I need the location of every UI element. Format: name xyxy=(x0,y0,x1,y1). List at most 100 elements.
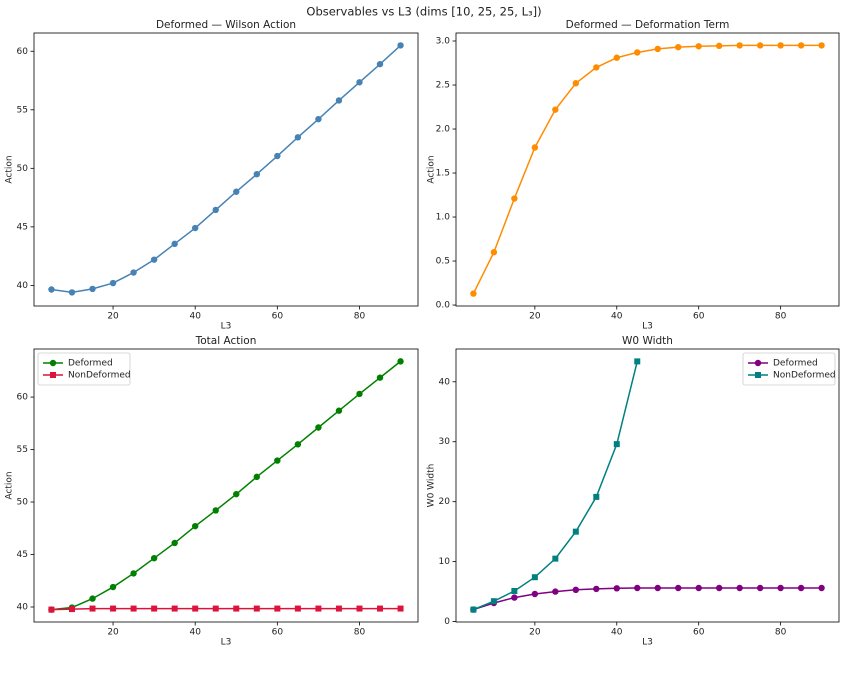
y-tick-label: 40 xyxy=(439,377,451,387)
marker xyxy=(377,605,384,612)
y-tick-label: 55 xyxy=(17,105,28,115)
marker xyxy=(294,441,302,448)
marker xyxy=(315,424,322,431)
marker xyxy=(470,290,477,297)
legend-marker xyxy=(49,359,57,367)
marker xyxy=(490,249,498,256)
series-line xyxy=(51,44,402,294)
legend-label: NonDeformed xyxy=(773,371,836,381)
marker xyxy=(552,555,559,562)
marker xyxy=(552,588,559,595)
y-tick-label: 40 xyxy=(17,281,29,291)
marker xyxy=(695,584,702,592)
plot-frame xyxy=(455,32,840,307)
marker xyxy=(675,584,682,592)
marker xyxy=(376,374,384,381)
marker xyxy=(736,42,743,49)
marker xyxy=(756,584,764,592)
marker xyxy=(130,605,137,612)
marker xyxy=(531,590,539,598)
legend-label: Deformed xyxy=(773,359,818,369)
y-tick-label: 1.0 xyxy=(436,213,451,223)
x-tick-label: 60 xyxy=(272,312,284,322)
marker xyxy=(89,285,96,293)
marker xyxy=(777,42,784,49)
marker xyxy=(511,588,518,595)
marker xyxy=(654,584,661,592)
marker xyxy=(777,584,784,592)
marker xyxy=(110,605,117,612)
y-tick-label: 40 xyxy=(17,602,29,612)
x-tick-label: 20 xyxy=(107,628,119,638)
marker xyxy=(89,605,96,612)
y-tick-label: 20 xyxy=(439,497,451,507)
marker xyxy=(89,595,96,602)
marker xyxy=(511,594,518,601)
marker xyxy=(634,584,641,592)
marker xyxy=(593,493,600,500)
marker xyxy=(593,585,600,593)
x-tick-label: 60 xyxy=(272,628,284,638)
subplot: Total Action L3 Action 20 40 60 80 40 45 50 55 60 De… xyxy=(5,335,419,648)
marker xyxy=(294,134,302,141)
figure-title: Observables vs L3 (dims [10, 25, 25, L₃]… xyxy=(306,5,541,19)
y-tick-label: 0 xyxy=(444,617,450,627)
marker xyxy=(572,80,580,87)
series-line xyxy=(472,44,822,294)
x-axis-label: L3 xyxy=(221,638,232,648)
legend-marker xyxy=(754,359,762,367)
marker xyxy=(315,605,322,612)
marker xyxy=(274,605,281,612)
marker xyxy=(171,240,178,248)
x-tick-label: 40 xyxy=(611,312,623,322)
marker xyxy=(593,64,600,71)
plot-frame xyxy=(33,348,419,623)
y-axis-label: Action xyxy=(5,155,15,183)
marker xyxy=(675,43,682,51)
marker xyxy=(397,358,404,365)
x-tick-label: 80 xyxy=(775,312,787,322)
marker xyxy=(634,358,641,365)
x-tick-label: 40 xyxy=(611,628,623,638)
marker xyxy=(335,97,343,104)
marker xyxy=(376,60,384,68)
marker xyxy=(715,584,723,592)
y-tick-label: 55 xyxy=(17,445,28,455)
marker xyxy=(192,605,199,612)
marker xyxy=(613,441,620,448)
legend-label: Deformed xyxy=(68,359,113,369)
x-tick-label: 80 xyxy=(775,628,787,638)
y-tick-label: 2.5 xyxy=(436,81,450,91)
legend-marker xyxy=(50,372,56,378)
x-tick-label: 20 xyxy=(107,312,119,322)
y-tick-label: 45 xyxy=(17,550,28,560)
marker xyxy=(356,79,363,86)
marker xyxy=(109,583,117,591)
marker xyxy=(356,390,363,398)
marker xyxy=(294,605,301,612)
marker xyxy=(109,279,117,287)
legend-box xyxy=(742,352,836,386)
marker xyxy=(253,473,261,481)
x-tick-label: 80 xyxy=(354,628,366,638)
marker xyxy=(253,170,261,178)
y-tick-label: 0.0 xyxy=(436,301,451,311)
plot-frame xyxy=(455,348,840,623)
marker xyxy=(151,605,158,612)
x-tick-label: 60 xyxy=(693,628,705,638)
marker xyxy=(335,605,342,612)
marker xyxy=(212,605,219,612)
plot-frame xyxy=(33,32,419,307)
marker xyxy=(356,605,363,612)
marker xyxy=(68,289,76,296)
marker xyxy=(274,457,281,464)
marker xyxy=(212,507,219,514)
y-tick-label: 10 xyxy=(439,557,451,567)
marker xyxy=(191,522,199,530)
y-tick-label: 60 xyxy=(17,393,29,403)
marker xyxy=(572,586,580,594)
x-tick-label: 40 xyxy=(189,628,201,638)
